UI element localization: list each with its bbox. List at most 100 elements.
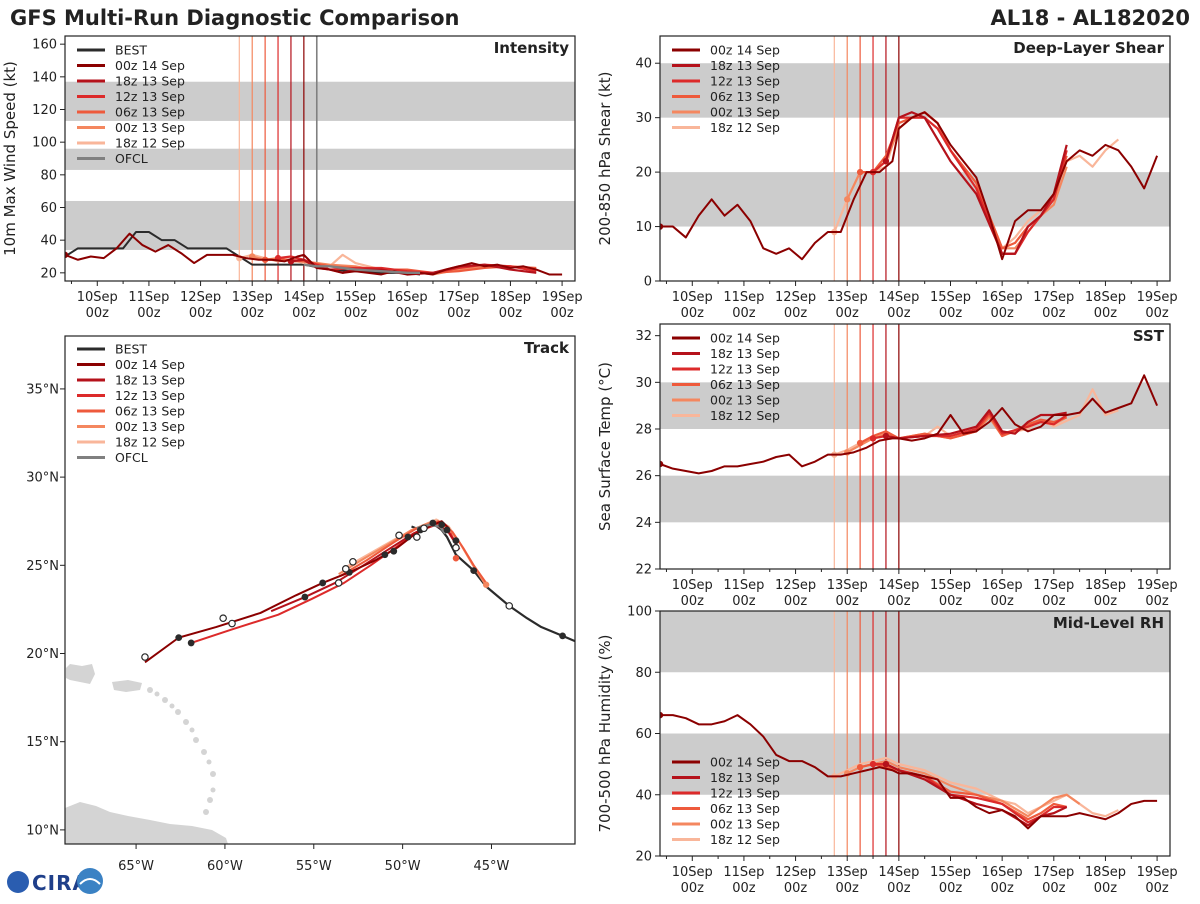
- sst-xtick-hour: 00z: [681, 594, 705, 609]
- rh-panel: 2040608010010Sep00z11Sep00z12Sep00z13Sep…: [596, 605, 1178, 897]
- sst-xtick-hour: 00z: [887, 594, 911, 609]
- sst-title: SST: [1133, 327, 1165, 345]
- sst-xtick-hour: 00z: [1145, 594, 1169, 609]
- track-title: Track: [524, 339, 570, 357]
- intensity-xtick-hour: 00z: [344, 306, 368, 321]
- sst-ytick-label: 30: [635, 376, 652, 391]
- intensity-xtick-day: 13Sep: [232, 290, 273, 305]
- shear-series-line: [884, 111, 1068, 255]
- intensity-xtick-day: 18Sep: [490, 290, 531, 305]
- intensity-xtick-hour: 00z: [137, 306, 161, 321]
- track-legend-label: 00z 13 Sep: [115, 419, 185, 434]
- shear-xtick-hour: 00z: [681, 306, 705, 321]
- track-xtick-label: 60°W: [207, 859, 243, 874]
- track-marker-filled: [559, 632, 566, 640]
- rh-legend-label: 18z 12 Sep: [710, 832, 780, 847]
- track-marker-run: [452, 555, 460, 562]
- shear-xtick-day: 11Sep: [723, 290, 764, 305]
- rh-xtick-hour: 00z: [1042, 881, 1066, 896]
- track-marker-filled: [443, 526, 451, 534]
- land-island: [189, 727, 195, 733]
- shear-xtick-day: 10Sep: [672, 290, 713, 305]
- track-legend-label: 18z 13 Sep: [115, 373, 185, 388]
- sst-ytick-label: 26: [635, 469, 652, 484]
- land-island: [210, 771, 216, 777]
- track-marker-open: [505, 602, 514, 610]
- land-island: [147, 687, 153, 693]
- sst-init-marker: [869, 435, 877, 442]
- shear-xtick-day: 13Sep: [827, 290, 868, 305]
- rh-ytick-label: 60: [635, 727, 652, 742]
- intensity-band-2: [65, 81, 575, 121]
- rh-legend-label: 12z 13 Sep: [710, 786, 780, 801]
- rh-xtick-hour: 00z: [990, 881, 1014, 896]
- sst-xtick-day: 19Sep: [1137, 578, 1178, 593]
- track-marker-open: [452, 543, 460, 552]
- intensity-xtick-hour: 00z: [86, 306, 110, 321]
- land-hispaniola: [66, 664, 95, 684]
- track-xtick-label: 50°W: [385, 859, 421, 874]
- rh-series-line: [885, 763, 1068, 827]
- track-marker-filled: [381, 551, 389, 559]
- intensity-ofcl-track: [303, 263, 421, 275]
- rh-legend-label: 18z 13 Sep: [710, 770, 780, 785]
- shear-frame: [659, 35, 1171, 282]
- sst-xtick-hour: 00z: [1042, 594, 1066, 609]
- sst-xtick-day: 18Sep: [1085, 578, 1126, 593]
- shear-ytick-label: 0: [644, 275, 652, 290]
- rh-xtick-hour: 00z: [681, 881, 705, 896]
- sst-xtick-day: 12Sep: [775, 578, 816, 593]
- rh-ylabel: 700-500 hPa Humidity (%): [596, 634, 614, 832]
- rh-ytick-label: 80: [635, 666, 652, 681]
- shear-xtick-day: 19Sep: [1137, 290, 1178, 305]
- track-marker-open: [413, 533, 421, 541]
- rh-init-marker: [660, 711, 664, 719]
- intensity-xtick-hour: 00z: [292, 306, 316, 321]
- track-legend-label: 12z 13 Sep: [115, 388, 185, 403]
- intensity-ytick-label: 40: [40, 234, 57, 249]
- track-marker-open: [334, 579, 343, 587]
- sst-ytick-label: 22: [635, 563, 652, 578]
- shear-ytick-label: 10: [635, 220, 652, 235]
- shear-init-marker: [844, 196, 851, 203]
- rh-title: Mid-Level RH: [1053, 614, 1164, 632]
- track-marker-filled: [438, 521, 446, 529]
- shear-ytick-label: 40: [635, 57, 652, 72]
- shear-init-marker: [660, 223, 664, 230]
- shear-xtick-hour: 00z: [939, 306, 963, 321]
- intensity-panel: 2040608010012014016010Sep00z11Sep00z12Se…: [1, 35, 583, 321]
- rh-band-1: [660, 611, 1170, 673]
- track-marker-open: [219, 614, 227, 623]
- intensity-legend-label: 06z 13 Sep: [115, 105, 185, 120]
- intensity-legend-label: 18z 13 Sep: [115, 74, 185, 89]
- track-ytick-label: 25°N: [26, 559, 59, 574]
- intensity-legend-label: BEST: [115, 43, 147, 58]
- land-puerto-rico: [112, 680, 142, 692]
- intensity-legend-label: 00z 14 Sep: [115, 58, 185, 73]
- track-marker-filled: [429, 519, 437, 527]
- track-ytick-label: 10°N: [26, 823, 59, 838]
- shear-series-group: [660, 111, 1159, 261]
- intensity-xtick-hour: 00z: [189, 306, 213, 321]
- track-marker-filled: [301, 593, 309, 601]
- intensity-legend-label: 18z 12 Sep: [115, 136, 185, 151]
- sst-xtick-day: 13Sep: [827, 578, 868, 593]
- sst-ylabel: Sea Surface Temp (°C): [596, 362, 614, 531]
- track-marker-open: [349, 557, 357, 566]
- land-island: [193, 737, 199, 743]
- track-ytick-label: 20°N: [26, 647, 59, 662]
- land-island: [169, 703, 175, 709]
- sst-xtick-hour: 00z: [732, 594, 756, 609]
- shear-xtick-day: 18Sep: [1085, 290, 1126, 305]
- cira-wave-icon: [79, 878, 101, 885]
- sst-ytick-label: 28: [635, 423, 652, 438]
- track-xtick-label: 65°W: [118, 859, 154, 874]
- land-island: [183, 719, 189, 725]
- rh-xtick-hour: 00z: [887, 881, 911, 896]
- rh-xtick-day: 15Sep: [930, 865, 971, 880]
- shear-xtick-day: 14Sep: [878, 290, 919, 305]
- land-island: [207, 797, 213, 803]
- intensity-series-line: [65, 232, 563, 276]
- track-marker-open: [228, 619, 236, 628]
